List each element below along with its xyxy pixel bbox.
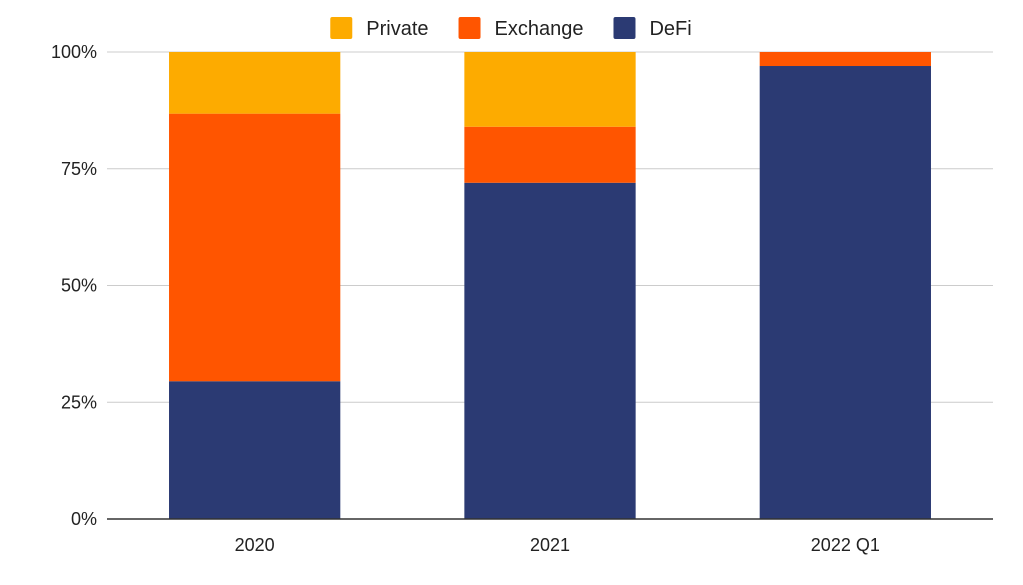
bar-group-2022-q1	[759, 52, 931, 519]
legend-swatch-exchange	[458, 17, 481, 39]
y-tick-label-75: 75%	[61, 159, 97, 179]
chart-legend: Private Exchange DeFi	[330, 17, 692, 40]
y-axis-tick-labels: 0% 25% 50% 75% 100%	[51, 42, 97, 529]
x-axis: 2020 2021 2022 Q1	[107, 518, 993, 555]
legend-item-exchange: Exchange	[458, 17, 584, 40]
legend-label-private: Private	[366, 18, 428, 40]
chart-bars	[169, 52, 931, 519]
x-tick-label-2021: 2021	[530, 535, 570, 555]
bar-defi-2020	[169, 381, 341, 519]
y-tick-label-50: 50%	[61, 276, 97, 296]
y-tick-label-25: 25%	[61, 392, 97, 412]
bar-defi-2021	[464, 182, 636, 519]
legend-swatch-defi	[613, 17, 636, 39]
bar-exchange-2022-q1	[759, 52, 931, 67]
bar-group-2020	[169, 52, 341, 519]
legend-label-exchange: Exchange	[495, 18, 584, 40]
legend-item-defi: DeFi	[613, 17, 692, 40]
y-tick-label-0: 0%	[71, 509, 97, 529]
legend-label-defi: DeFi	[649, 18, 691, 40]
bar-private-2021	[464, 52, 636, 127]
y-tick-label-100: 100%	[51, 42, 97, 62]
legend-swatch-private	[330, 17, 353, 39]
bar-exchange-2020	[169, 113, 341, 382]
legend-item-private: Private	[330, 17, 429, 40]
x-tick-label-2020: 2020	[235, 535, 275, 555]
bar-defi-2022-q1	[759, 66, 931, 519]
bar-exchange-2021	[464, 126, 636, 183]
bar-group-2021	[464, 52, 636, 519]
x-tick-label-2022-q1: 2022 Q1	[811, 535, 880, 555]
bar-private-2020	[169, 52, 341, 114]
